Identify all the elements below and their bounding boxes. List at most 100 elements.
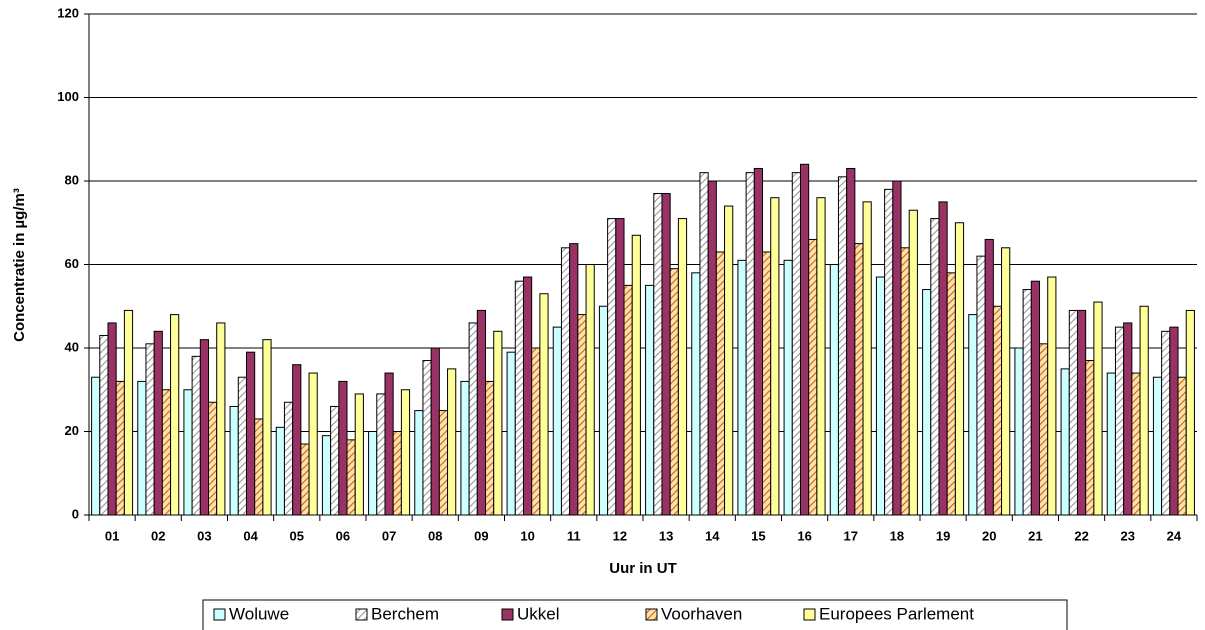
bar — [661, 193, 671, 516]
bar — [922, 289, 932, 516]
y-tick-label: 80 — [65, 172, 79, 187]
bar — [438, 410, 449, 516]
bar — [691, 272, 701, 516]
x-tick-label: 16 — [797, 528, 811, 543]
bar — [737, 259, 747, 516]
bar — [1093, 301, 1103, 516]
y-axis-label: Concentratie in µg/m³ — [11, 188, 28, 342]
bar — [623, 284, 633, 516]
y-tick-label: 0 — [72, 506, 79, 521]
x-tick-label: 24 — [1167, 528, 1182, 543]
bar — [569, 243, 579, 516]
bar — [191, 355, 201, 516]
bar — [631, 234, 641, 516]
bar — [699, 172, 709, 516]
bar — [1131, 372, 1141, 516]
x-tick-label: 21 — [1028, 528, 1042, 543]
bar — [946, 272, 956, 516]
x-tick-label: 11 — [567, 528, 581, 543]
bar — [216, 322, 226, 516]
x-tick-label: 17 — [844, 528, 858, 543]
bar — [552, 326, 562, 516]
bar — [677, 218, 688, 516]
bar — [577, 314, 587, 516]
legend-label: Berchem — [371, 604, 439, 623]
y-tick-label: 20 — [65, 423, 79, 438]
legend-label: Voorhaven — [661, 604, 742, 623]
bar — [237, 376, 247, 516]
bar — [300, 443, 310, 516]
bar — [724, 205, 734, 516]
bar — [384, 372, 394, 516]
x-tick-label: 20 — [982, 528, 996, 543]
x-tick-label: 09 — [474, 528, 488, 543]
bar — [954, 222, 965, 516]
bar — [514, 280, 524, 516]
bar — [560, 247, 571, 516]
x-tick-label: 02 — [151, 528, 165, 543]
x-axis-label: Uur in UT — [609, 560, 677, 577]
bar — [992, 305, 1003, 516]
x-tick-label: 13 — [659, 528, 673, 543]
legend-swatch — [803, 608, 816, 621]
bar — [506, 351, 516, 516]
bar — [645, 284, 655, 516]
x-tick-label: 04 — [243, 528, 258, 543]
bar — [485, 380, 495, 516]
x-tick-label: 15 — [751, 528, 765, 543]
legend-label: Europees Parlement — [819, 604, 974, 623]
bar — [468, 322, 478, 516]
bar — [854, 243, 864, 516]
y-tick-label: 40 — [65, 339, 79, 354]
bar — [938, 201, 948, 516]
bar — [308, 372, 318, 516]
bar — [368, 431, 378, 516]
bar — [829, 264, 839, 516]
bar — [1060, 368, 1070, 516]
x-tick-label: 23 — [1121, 528, 1135, 543]
bar — [884, 188, 894, 516]
x-tick-label: 14 — [705, 528, 720, 543]
x-tick-label: 03 — [197, 528, 211, 543]
bar — [1106, 372, 1116, 516]
bar — [275, 426, 285, 516]
bar — [170, 314, 180, 516]
bar — [330, 405, 340, 516]
y-tick-label: 100 — [57, 89, 79, 104]
bar — [460, 380, 470, 516]
bar — [392, 431, 402, 516]
bar — [816, 197, 826, 516]
bar — [1022, 289, 1032, 516]
bar — [1030, 280, 1041, 516]
x-tick-label: 10 — [520, 528, 534, 543]
bar — [422, 360, 432, 516]
y-tick-label: 120 — [57, 5, 79, 20]
bar — [715, 251, 726, 516]
bar — [99, 334, 109, 516]
x-tick-label: 22 — [1074, 528, 1088, 543]
bar — [229, 405, 239, 516]
bar — [1001, 247, 1011, 516]
bar — [354, 393, 364, 516]
x-tick-label: 19 — [936, 528, 950, 543]
bar — [585, 264, 595, 516]
x-tick-label: 12 — [613, 528, 627, 543]
x-tick-label: 01 — [105, 528, 119, 543]
bar — [791, 172, 801, 516]
bar — [968, 314, 978, 516]
bar — [837, 176, 848, 516]
bar — [875, 276, 886, 516]
bar — [145, 343, 155, 516]
bar — [930, 218, 940, 516]
bar — [414, 410, 424, 516]
bar — [1161, 330, 1171, 516]
bar — [321, 435, 332, 516]
bar — [208, 401, 218, 516]
bar — [123, 309, 134, 516]
bar — [1152, 376, 1163, 516]
y-tick-label: 60 — [65, 256, 79, 271]
bar — [115, 380, 125, 516]
bar — [615, 218, 625, 516]
x-tick-label: 08 — [428, 528, 442, 543]
bar — [1047, 276, 1057, 516]
